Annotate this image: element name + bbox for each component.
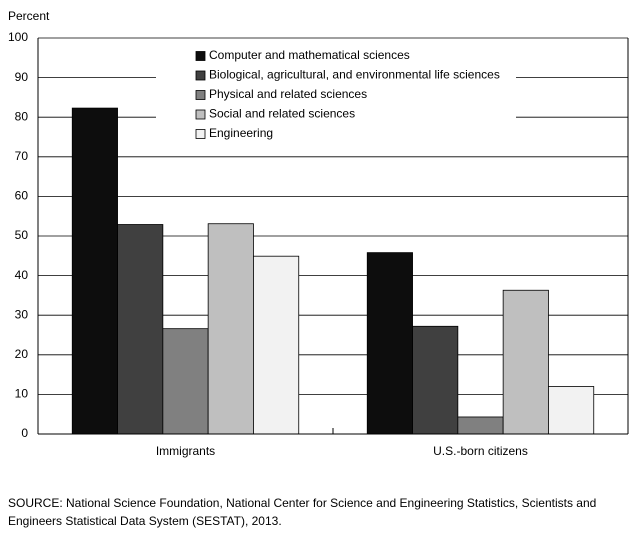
source-note: SOURCE: National Science Foundation, Nat… [8,496,596,510]
legend-swatch [195,109,206,120]
y-tick-label: 20 [15,347,29,361]
y-tick-label: 100 [8,30,28,44]
legend-label: Biological, agricultural, and environmen… [209,68,500,82]
y-tick-label: 90 [15,70,29,84]
legend-label: Computer and mathematical sciences [209,48,410,62]
bar [71,107,118,435]
y-tick-label: 40 [15,268,29,282]
y-tick-label: 10 [15,387,29,401]
bar [366,252,413,435]
y-tick-label: 60 [15,189,29,203]
legend-background [156,44,516,148]
legend-swatch [195,129,206,139]
y-tick-label: 70 [15,149,29,163]
bar [162,328,209,435]
y-tick-label: 50 [15,228,29,242]
bar [207,223,254,435]
legend-swatch [195,70,206,81]
y-tick-label: 80 [15,109,29,123]
bar [253,255,300,435]
y-axis-label: Percent [8,9,50,23]
x-tick-label: U.S.-born citizens [433,444,528,458]
y-tick-label: 30 [15,307,29,321]
legend-label: Social and related sciences [209,107,355,121]
y-tick-label: 0 [21,426,28,440]
legend-swatch [195,90,206,100]
legend-swatch [195,51,206,61]
bar [502,289,549,435]
legend-label: Physical and related sciences [209,87,367,101]
x-tick-label: Immigrants [156,444,215,458]
legend-label: Engineering [209,126,273,140]
bar [412,325,459,435]
bar [548,386,595,435]
source-note: Engineers Statistical Data System (SESTA… [8,514,282,528]
bar [457,416,504,435]
bar [117,224,164,435]
